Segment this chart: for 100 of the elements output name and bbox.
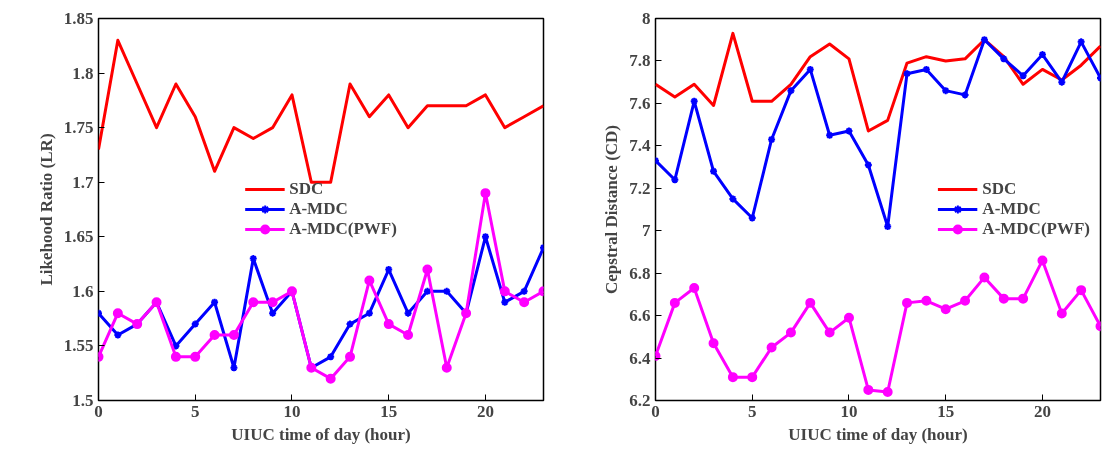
point: [519, 286, 529, 296]
point: [190, 319, 200, 329]
line-series: [655, 31, 1101, 133]
x-tick-label: 20: [1033, 401, 1051, 421]
y-tick-label: 1.65: [63, 227, 94, 247]
x-tick-label: 5: [190, 401, 200, 421]
point: [190, 351, 201, 362]
point: [1057, 77, 1067, 87]
point: [345, 351, 356, 362]
point: [747, 213, 757, 223]
point: [805, 297, 816, 308]
y-tick-label: 7.8: [629, 51, 651, 71]
point: [403, 330, 414, 341]
point: [1037, 255, 1048, 266]
point: [228, 330, 239, 341]
point: [1018, 71, 1028, 81]
point: [364, 308, 374, 318]
point: [170, 351, 181, 362]
point: [902, 297, 913, 308]
point: [786, 86, 796, 96]
x-tick-label: 15: [937, 401, 955, 421]
x-axis-title: UIUC time of day (hour): [231, 424, 411, 444]
point: [383, 319, 394, 330]
point: [921, 295, 932, 306]
point: [708, 338, 719, 349]
point: [998, 293, 1009, 304]
point: [1018, 293, 1029, 304]
point: [844, 126, 854, 136]
point: [863, 384, 874, 395]
point: [113, 330, 123, 340]
point: [268, 308, 278, 318]
point: [210, 297, 220, 307]
point: [403, 308, 413, 318]
point: [747, 372, 758, 383]
point: [979, 35, 989, 45]
point: [441, 362, 452, 373]
y-tick-label: 1.5: [72, 391, 94, 410]
y-tick-label: 6.4: [629, 348, 651, 368]
point: [940, 304, 951, 315]
point: [960, 90, 970, 100]
x-tick-label: 0: [651, 401, 660, 421]
y-tick-label: 1.8: [72, 63, 94, 83]
y-tick-label: 6.2: [629, 391, 651, 410]
y-tick-label: 1.6: [72, 281, 94, 301]
point: [689, 283, 700, 294]
legend-label: SDC: [289, 179, 324, 199]
legend-label: A-MDC(PWF): [982, 219, 1090, 239]
y-tick-label: 7: [642, 221, 651, 241]
legend-label: A-MDC(PWF): [289, 219, 397, 239]
point: [1076, 37, 1086, 47]
point: [669, 297, 680, 308]
line-series: [98, 38, 544, 184]
point: [326, 352, 336, 362]
point: [709, 166, 719, 176]
point: [112, 308, 123, 319]
point: [941, 86, 951, 96]
point: [442, 286, 452, 296]
y-tick-label: 8: [642, 9, 651, 28]
point: [670, 175, 680, 185]
point: [422, 286, 432, 296]
y-tick-label: 1.75: [63, 118, 94, 138]
y-tick-label: 6.6: [629, 306, 651, 326]
point: [1076, 285, 1087, 296]
y-tick-label: 6.8: [629, 263, 651, 283]
y-tick-label: 1.7: [72, 172, 94, 192]
point: [999, 54, 1009, 64]
point: [825, 130, 835, 140]
x-tick-label: 0: [94, 401, 103, 421]
y-tick-label: 7.6: [629, 93, 651, 113]
point: [960, 295, 971, 306]
y-axis-title: Likehood Ratio (LR): [36, 133, 56, 286]
y-tick-label: 7.2: [629, 178, 651, 198]
point: [728, 194, 738, 204]
x-tick-label: 15: [380, 401, 398, 421]
legend-label: A-MDC: [289, 199, 348, 219]
legend-label: SDC: [982, 179, 1017, 199]
y-axis-title: Cepstral Distance (CD): [602, 124, 622, 295]
point: [785, 327, 796, 338]
legend-label: A-MDC: [982, 199, 1041, 219]
point: [824, 327, 835, 338]
point: [863, 160, 873, 170]
point: [248, 297, 259, 308]
x-tick-label: 10: [283, 401, 301, 421]
point: [345, 319, 355, 329]
point: [727, 372, 738, 383]
x-axis-title: UIUC time of day (hour): [788, 424, 968, 444]
point: [422, 264, 433, 275]
point: [267, 297, 278, 308]
point: [499, 286, 510, 297]
x-tick-label: 5: [747, 401, 757, 421]
point: [766, 342, 777, 353]
point: [843, 312, 854, 323]
point: [209, 330, 220, 341]
point: [979, 272, 990, 283]
point: [689, 96, 699, 106]
point: [500, 297, 510, 307]
point: [519, 297, 530, 308]
point: [325, 373, 336, 384]
point: [364, 275, 375, 286]
x-tick-label: 10: [840, 401, 858, 421]
